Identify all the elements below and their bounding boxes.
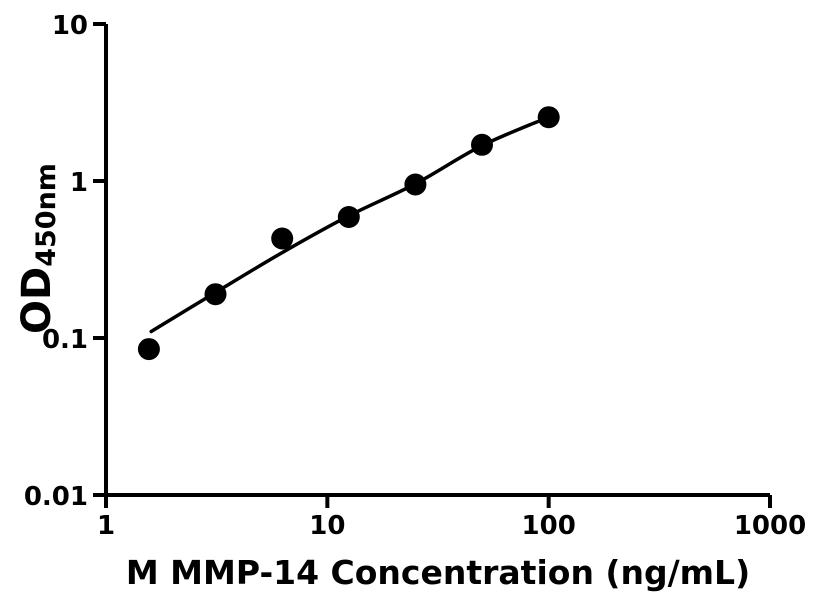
x-axis-title: M MMP-14 Concentration (ng/mL) [125, 553, 751, 592]
x-tick-label: 100 [522, 511, 576, 541]
y-tick-label: 1 [70, 168, 88, 198]
data-point [137, 338, 160, 361]
data-point [337, 206, 360, 228]
data-point [471, 133, 493, 156]
y-axis-title: OD450nm [14, 163, 62, 334]
y-tick-label: 0.01 [24, 482, 88, 512]
y-axis-title-main: OD [14, 266, 60, 334]
data-point [404, 173, 427, 196]
y-tick-label: 10 [52, 11, 88, 41]
data-point [537, 106, 560, 129]
axis-spine [104, 24, 770, 497]
x-tick-label: 1000 [734, 511, 806, 541]
data-point [271, 227, 294, 250]
y-tick-label: 0.1 [42, 325, 88, 355]
axes [104, 24, 770, 497]
x-tick-label: 1 [97, 511, 115, 541]
axis-tick-labels: 1 10 100 1000 10 1 0.1 0.01 [24, 11, 806, 541]
axis-ticks [93, 22, 772, 508]
y-axis-title-subscript: 450nm [31, 163, 62, 267]
data-points-group [137, 106, 560, 361]
data-point [204, 283, 227, 306]
x-tick-label: 10 [309, 511, 345, 541]
